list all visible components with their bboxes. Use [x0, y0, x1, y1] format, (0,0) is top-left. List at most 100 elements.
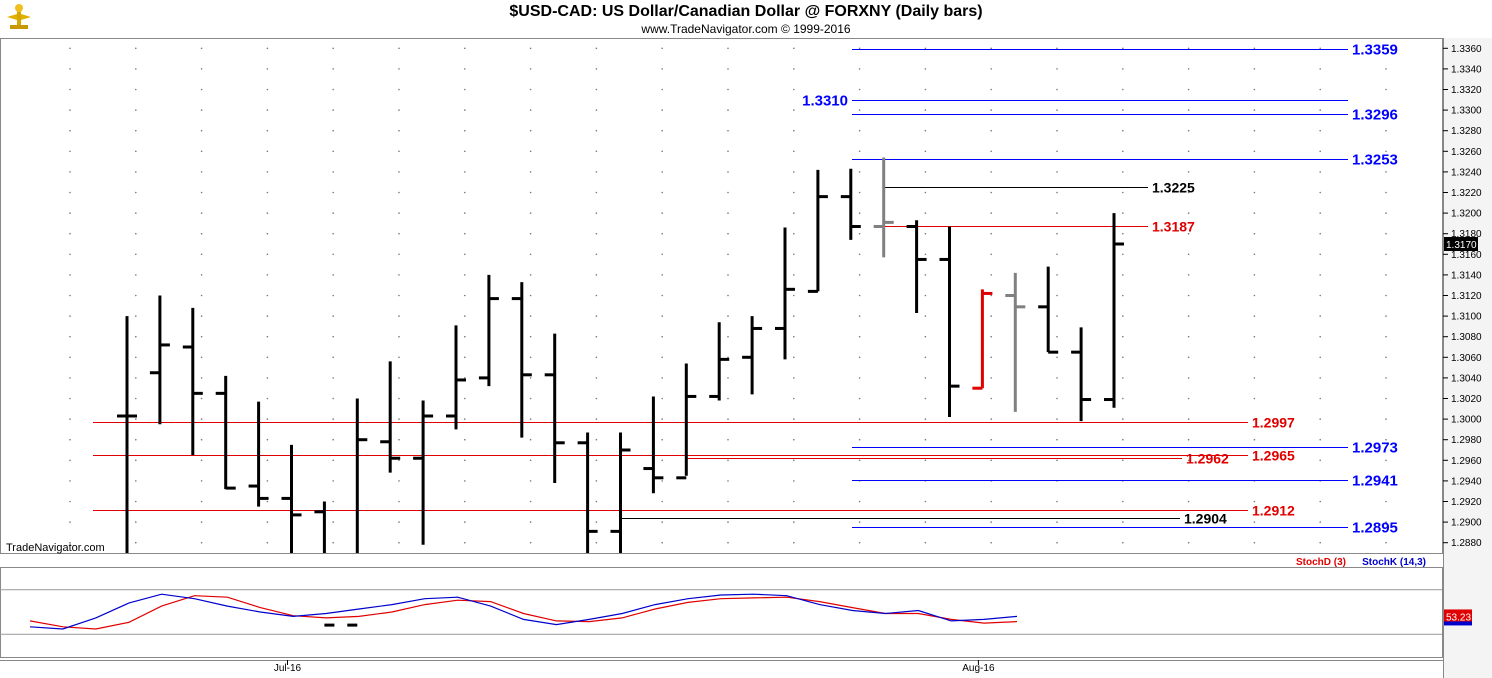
- grid-dot: [332, 274, 335, 276]
- grid-dot: [661, 294, 663, 297]
- grid-dot: [595, 109, 598, 111]
- ohlc-bar: [1038, 266, 1059, 354]
- grid-dot: [200, 109, 203, 111]
- grid-dot: [1122, 521, 1124, 523]
- grid-dot: [529, 274, 532, 276]
- grid-dot: [1385, 377, 1387, 379]
- grid-dot: [529, 377, 532, 379]
- grid-dot: [1385, 438, 1387, 441]
- grid-dot: [1122, 171, 1124, 173]
- grid-dot: [1122, 294, 1124, 297]
- grid-dot: [1056, 459, 1058, 462]
- grid-dot: [398, 541, 400, 544]
- grid-dot: [332, 397, 335, 400]
- grid-dot: [793, 88, 795, 91]
- grid-dot: [1385, 232, 1387, 235]
- grid-dot: [332, 315, 335, 317]
- grid-dot: [69, 480, 71, 482]
- grid-dot: [200, 274, 203, 276]
- grid-dot: [69, 253, 71, 256]
- grid-dot: [1385, 212, 1387, 214]
- grid-dot: [1253, 500, 1256, 503]
- grid-dot: [200, 397, 203, 400]
- grid-dot: [727, 171, 729, 173]
- grid-dot: [1056, 418, 1058, 420]
- grid-dot: [1385, 294, 1387, 297]
- grid-dot: [266, 438, 269, 441]
- grid-dot: [858, 459, 861, 462]
- grid-dot: [1187, 315, 1190, 317]
- grid-dot: [1056, 397, 1058, 400]
- grid-dot: [464, 521, 466, 523]
- grid-dot: [793, 480, 795, 482]
- grid-dot: [1319, 88, 1321, 91]
- grid-dot: [266, 521, 269, 523]
- grid-dot: [793, 418, 795, 420]
- grid-dot: [266, 418, 269, 420]
- grid-dot: [135, 212, 137, 214]
- grid-dot: [1385, 521, 1387, 523]
- scale-background: [1443, 38, 1492, 678]
- grid-dot: [135, 294, 137, 297]
- ohlc-bar: [511, 282, 532, 438]
- grid-dot: [924, 171, 927, 173]
- grid-dot: [200, 541, 203, 544]
- grid-dot: [135, 521, 137, 523]
- grid-dot: [266, 109, 269, 111]
- y-tick-label: 1.3260: [1451, 147, 1482, 158]
- grid-dot: [1187, 150, 1190, 153]
- grid-dot: [135, 335, 137, 338]
- grid-dot: [135, 438, 137, 441]
- grid-dot: [990, 253, 992, 256]
- y-tick-label: 1.3220: [1451, 188, 1482, 199]
- grid-dot: [1319, 47, 1321, 50]
- grid-dot: [332, 480, 335, 482]
- grid-dot: [398, 397, 400, 400]
- grid-dot: [332, 47, 335, 50]
- grid-dot: [1253, 191, 1256, 194]
- grid-dot: [990, 129, 992, 132]
- stoch-value-box: [1444, 609, 1472, 624]
- grid-dot: [135, 88, 137, 91]
- grid-dot: [858, 212, 861, 214]
- grid-dot: [990, 109, 992, 111]
- grid-dot: [69, 274, 71, 276]
- grid-dot: [200, 459, 203, 462]
- ohlc-bar: [544, 333, 565, 483]
- grid-dot: [398, 480, 400, 482]
- grid-dot: [1187, 418, 1190, 420]
- grid-dot: [200, 500, 203, 503]
- grid-dot: [135, 418, 137, 420]
- grid-dot: [266, 68, 269, 70]
- grid-dot: [595, 438, 598, 441]
- grid-dot: [529, 438, 532, 441]
- grid-dot: [661, 356, 663, 359]
- grid-dot: [200, 68, 203, 70]
- grid-dot: [858, 500, 861, 503]
- grid-dot: [1253, 68, 1256, 70]
- grid-dot: [661, 315, 663, 317]
- grid-dot: [332, 500, 335, 503]
- grid-dot: [464, 150, 466, 153]
- current-price-box: [1444, 237, 1478, 251]
- grid-dot: [464, 418, 466, 420]
- grid-dot: [266, 274, 269, 276]
- grid-dot: [135, 109, 137, 111]
- grid-dot: [1319, 397, 1321, 400]
- grid-dot: [924, 68, 927, 70]
- level-label: 1.3253: [1352, 152, 1398, 169]
- grid-dot: [1253, 88, 1256, 91]
- grid-dot: [1385, 459, 1387, 462]
- grid-dot: [1187, 459, 1190, 462]
- grid-dot: [529, 109, 532, 111]
- grid-dot: [924, 541, 927, 544]
- grid-dot: [69, 397, 71, 400]
- grid-dot: [793, 500, 795, 503]
- grid-dot: [464, 500, 466, 503]
- grid-dot: [1187, 335, 1190, 338]
- grid-dot: [661, 171, 663, 173]
- grid-dot: [266, 212, 269, 214]
- grid-dot: [924, 129, 927, 132]
- grid-dot: [69, 459, 71, 462]
- y-tick-label: 1.3020: [1451, 394, 1482, 405]
